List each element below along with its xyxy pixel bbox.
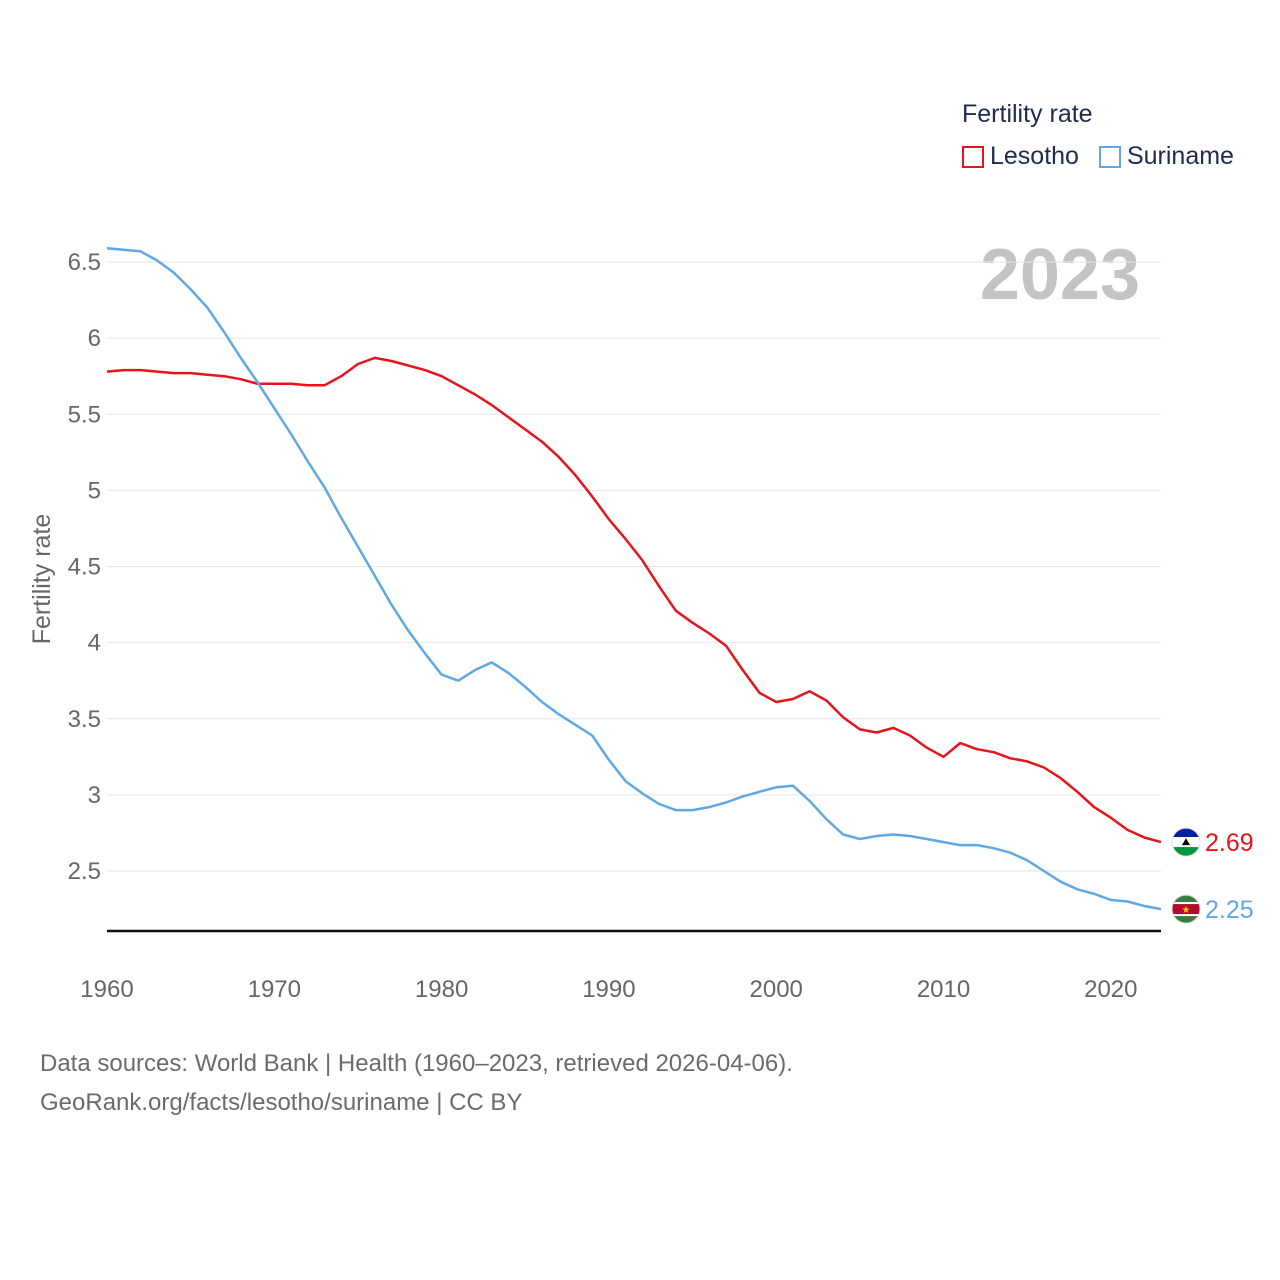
end-value-label-suriname: 2.25 [1205,896,1254,924]
x-tick-label: 1960 [80,976,133,1003]
series-line-suriname[interactable] [106,247,1162,911]
legend-item-lesotho[interactable]: Lesotho [962,142,1079,171]
x-tick-label: 1970 [248,976,301,1003]
footer-sources: Data sources: World Bank | Health (1960–… [40,1050,793,1077]
legend-swatch-lesotho [962,145,984,168]
footer: Data sources: World Bank | Health (1960–… [40,1044,793,1122]
legend-label-lesotho: Lesotho [990,142,1079,170]
year-watermark: 2023 [980,235,1140,315]
x-tick-label: 2000 [750,976,803,1003]
y-tick-label: 6.5 [68,249,101,276]
legend-label-suriname: Suriname [1126,142,1234,170]
y-tick-label: 5.5 [68,401,101,428]
x-tick-label: 2010 [917,976,970,1003]
y-tick-label: 4 [88,630,101,657]
x-tick-label: 2020 [1084,976,1137,1003]
svg-text:★: ★ [1182,905,1191,916]
y-tick-label: 3 [88,782,101,809]
y-axis-label: Fertility rate [28,514,56,645]
y-tick-label: 5 [88,477,101,504]
legend-swatch-suriname [1098,145,1121,168]
series-line-lesotho[interactable] [106,356,1162,844]
y-tick-label: 2.5 [68,858,101,885]
legend: Lesotho Suriname [962,142,1254,171]
end-value-label-lesotho: 2.69 [1205,829,1254,857]
footer-link: GeoRank.org/facts/lesotho/suriname | CC … [40,1089,523,1116]
y-tick-label: 6 [88,325,101,352]
y-tick-label: 3.5 [68,706,101,733]
legend-title: Fertility rate [962,100,1093,128]
suriname-flag-icon: ★ [1171,894,1201,924]
lesotho-flag-icon [1171,827,1201,857]
legend-item-suriname[interactable]: Suriname [1098,142,1234,171]
x-tick-label: 1990 [582,976,635,1003]
x-tick-label: 1980 [415,976,468,1003]
y-tick-label: 4.5 [68,554,101,581]
